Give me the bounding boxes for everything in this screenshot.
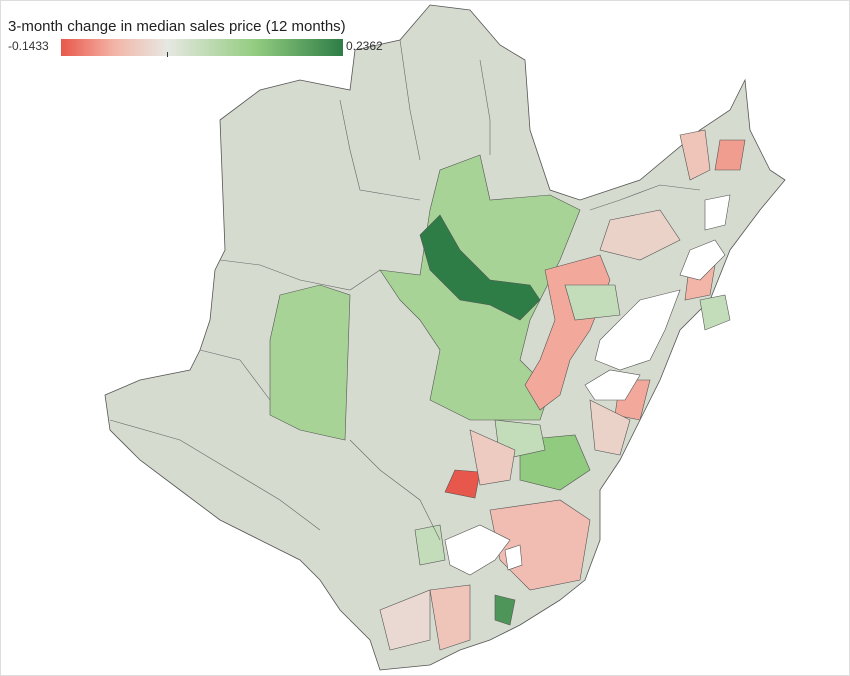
- border: [219, 259, 381, 291]
- border: [589, 184, 701, 211]
- border: [479, 59, 491, 155]
- region: [444, 469, 481, 499]
- region: [379, 589, 431, 651]
- region: [269, 284, 351, 441]
- region: [414, 524, 446, 566]
- lake: [704, 194, 731, 231]
- legend-max: 0.2362: [346, 39, 383, 53]
- region: [699, 294, 731, 331]
- borders: [109, 39, 701, 541]
- region: [589, 399, 631, 456]
- region: [494, 594, 516, 626]
- region: [599, 209, 681, 261]
- lake: [679, 239, 726, 281]
- border: [399, 39, 421, 161]
- border: [109, 419, 321, 531]
- region: [564, 284, 621, 321]
- water: [444, 194, 731, 576]
- region: [679, 129, 711, 181]
- legend-title: 3-month change in median sales price (12…: [8, 18, 346, 35]
- region: [419, 214, 541, 321]
- bay: [584, 369, 641, 401]
- harbour: [444, 524, 511, 576]
- legend-min: -0.1433: [8, 39, 49, 53]
- region: [469, 429, 516, 486]
- border: [199, 349, 271, 401]
- region: [714, 139, 746, 171]
- bay: [594, 289, 681, 371]
- border: [349, 439, 441, 541]
- harbour: [504, 544, 523, 571]
- regions: [269, 129, 746, 651]
- legend-bar: [61, 39, 343, 56]
- region: [429, 584, 471, 651]
- border: [339, 99, 421, 201]
